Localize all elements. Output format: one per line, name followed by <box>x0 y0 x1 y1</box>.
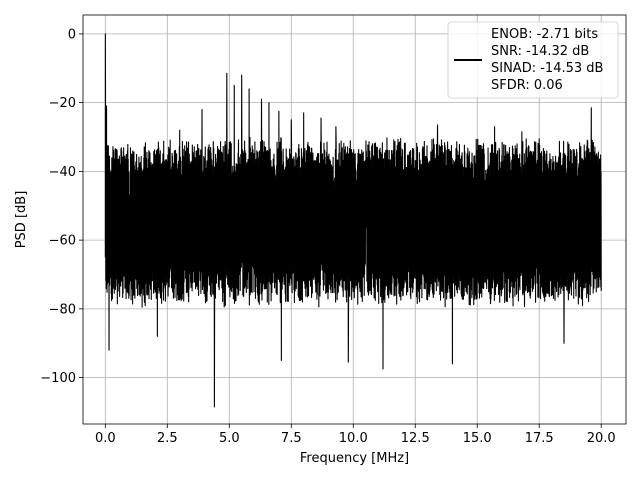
ticks: 0.0 2.5 5.0 7.5 10.0 12.5 15.0 17.5 20.0 0 −20 −40 −… <box>40 27 615 446</box>
x-tick-label: 5.0 <box>219 431 240 446</box>
x-tick-label: 10.0 <box>339 431 368 446</box>
plot-area <box>104 33 602 408</box>
y-tick-label: −40 <box>49 165 76 180</box>
legend: ENOB: -2.71 bits SNR: -14.32 dB SINAD: -… <box>447 21 619 99</box>
axes-frame <box>82 14 627 425</box>
psd-series-line <box>104 33 602 408</box>
y-tick-label: 0 <box>68 27 76 42</box>
x-tick-label: 20.0 <box>587 431 616 446</box>
y-tick-label: −100 <box>40 371 76 386</box>
y-tick-label: −80 <box>49 302 76 317</box>
x-tick-label: 12.5 <box>401 431 430 446</box>
x-tick-label: 2.5 <box>157 431 178 446</box>
legend-entry-snr: SNR: -14.32 dB <box>491 44 589 59</box>
x-tick-label: 7.5 <box>281 431 302 446</box>
x-tick-label: 0.0 <box>95 431 116 446</box>
legend-entry-enob: ENOB: -2.71 bits <box>491 27 598 42</box>
x-tick-label: 17.5 <box>525 431 554 446</box>
x-tick-label: 15.0 <box>463 431 492 446</box>
y-tick-label: −60 <box>49 234 76 249</box>
legend-entry-sfdr: SFDR: 0.06 <box>491 78 563 93</box>
legend-box <box>447 21 619 99</box>
y-tick-label: −20 <box>49 96 76 111</box>
y-axis-label: PSD [dB] <box>14 191 29 249</box>
x-axis-label: Frequency [MHz] <box>300 451 409 466</box>
legend-entry-sinad: SINAD: -14.53 dB <box>491 61 603 76</box>
